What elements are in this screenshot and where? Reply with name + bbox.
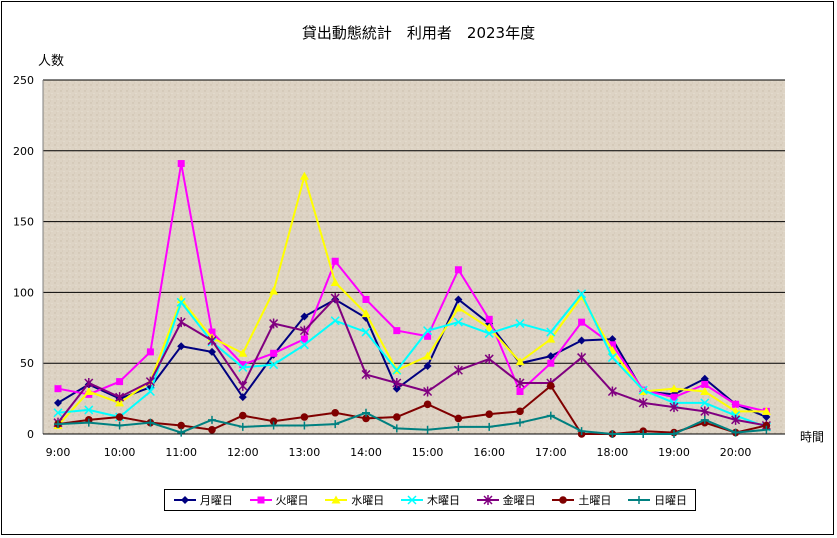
legend-marker (180, 496, 189, 504)
legend-item: 水曜日 (324, 492, 384, 508)
legend-item: 日曜日 (627, 492, 687, 508)
legend-label: 火曜日 (275, 494, 309, 507)
legend-marker (559, 496, 568, 504)
legend-marker (483, 495, 493, 505)
legend-marker (635, 496, 644, 504)
legend-item: 火曜日 (249, 492, 309, 508)
legend-swatch (476, 495, 499, 505)
legend-label: 土曜日 (578, 494, 612, 507)
legend-item: 土曜日 (551, 492, 611, 508)
legend-swatch (173, 496, 196, 504)
y-axis-label: 人数 (38, 54, 65, 69)
legend-swatch (552, 496, 575, 504)
legend-marker (331, 495, 341, 504)
legend-swatch (628, 496, 651, 504)
legend: 月曜日 火曜日 水曜日 木曜日 金曜日 土曜日 日曜日 (164, 489, 696, 511)
legend-item: 月曜日 (173, 492, 233, 508)
legend-label: 木曜日 (426, 494, 460, 507)
legend-swatch (325, 495, 348, 504)
chart-title: 貸出動態統計 利用者 2023年度 (301, 24, 536, 42)
legend-item: 木曜日 (400, 492, 460, 508)
x-axis-label: 時間 (800, 430, 825, 444)
legend-swatch (400, 495, 423, 505)
legend-item: 金曜日 (476, 492, 536, 508)
legend-label: 月曜日 (199, 494, 233, 507)
legend-label: 水曜日 (351, 494, 385, 507)
legend-marker (257, 496, 265, 504)
legend-label: 金曜日 (502, 494, 536, 507)
legend-swatch (249, 496, 272, 504)
legend-marker (407, 495, 417, 505)
legend-label: 日曜日 (654, 494, 688, 507)
